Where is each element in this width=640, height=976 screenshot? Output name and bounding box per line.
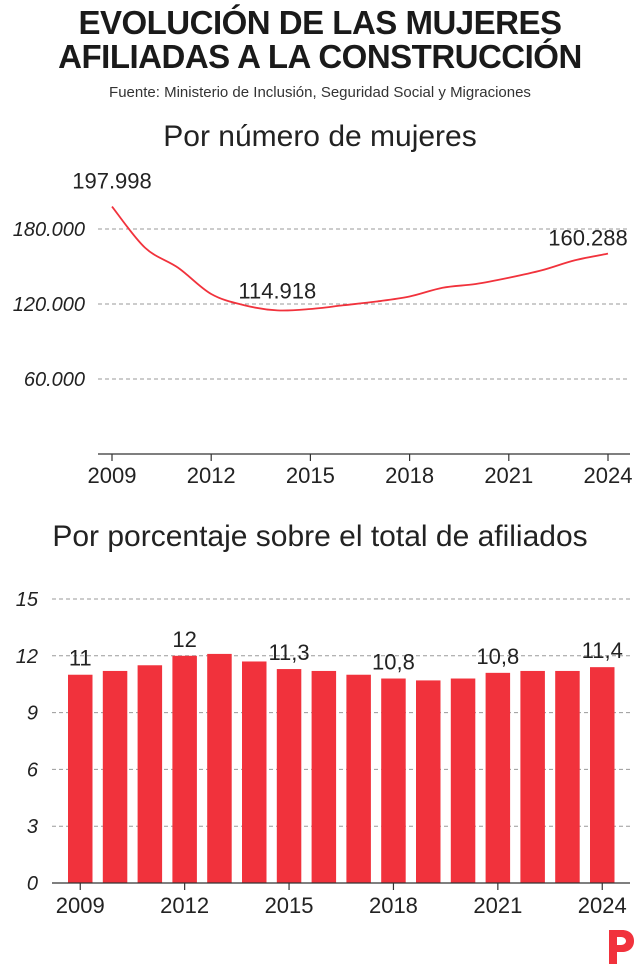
data-label: 11 (69, 646, 92, 671)
y-tick-label: 9 (27, 703, 38, 725)
y-tick-label: 15 (16, 589, 39, 611)
bar (276, 669, 302, 883)
chart-title-line-1: EVOLUCIÓN DE LAS MUJERES (78, 4, 562, 41)
x-tick-label: 2024 (578, 893, 627, 918)
data-label: 114.918 (238, 278, 316, 303)
bar (416, 680, 441, 883)
bar (137, 665, 163, 883)
x-tick-label: 2021 (484, 463, 533, 488)
data-label: 160.288 (548, 226, 628, 251)
bar-chart: 0 3 6 9 12 15 2009 2012 2015 2018 2021 2024 11 12 11,3… (16, 589, 630, 918)
data-label: 10,8 (372, 650, 415, 675)
bar (68, 674, 93, 883)
bar (346, 674, 371, 883)
x-tick-label: 2012 (160, 893, 209, 918)
x-tick-label: 2021 (473, 893, 522, 918)
y-tick-label: 12 (16, 646, 38, 668)
x-tick-label: 2012 (187, 463, 236, 488)
bar (590, 667, 615, 883)
data-label: 10,8 (476, 644, 519, 669)
bar (450, 678, 476, 883)
bar (242, 661, 267, 883)
y-tick-label: 60.000 (24, 369, 85, 391)
line-chart: 60.000 120.000 180.000 2009 2012 2015 2018 2021… (13, 169, 633, 488)
bar (207, 653, 232, 883)
publisher-logo-icon (609, 930, 634, 964)
bar (102, 670, 128, 883)
bar (485, 672, 511, 883)
x-tick-label: 2018 (369, 893, 418, 918)
y-tick-label: 180.000 (13, 219, 85, 241)
x-tick-label: 2018 (385, 463, 434, 488)
bar (520, 670, 545, 883)
y-tick-label: 3 (27, 816, 38, 838)
x-tick-label: 2015 (286, 463, 335, 488)
bar (172, 655, 197, 883)
x-tick-label: 2024 (584, 463, 633, 488)
series-line (111, 205, 609, 312)
x-tick-label: 2009 (88, 463, 137, 488)
source-note: Fuente: Ministerio de Inclusión, Segurid… (109, 84, 531, 101)
y-tick-label: 120.000 (13, 294, 85, 316)
data-label: 11,4 (582, 638, 623, 663)
bar (555, 670, 580, 883)
line-chart-title: Por número de mujeres (163, 120, 477, 153)
x-tick-label: 2009 (56, 893, 105, 918)
chart-title-line-2: AFILIADAS A LA CONSTRUCCIÓN (58, 38, 582, 75)
bar (381, 678, 406, 883)
data-label: 197.998 (72, 169, 152, 194)
y-tick-label: 0 (27, 873, 38, 895)
data-label: 11,3 (268, 640, 309, 665)
bar-chart-title: Por porcentaje sobre el total de afiliad… (52, 520, 588, 553)
y-tick-label: 6 (27, 759, 39, 781)
x-tick-label: 2015 (265, 893, 314, 918)
data-label: 12 (172, 627, 196, 652)
bar (311, 670, 337, 883)
